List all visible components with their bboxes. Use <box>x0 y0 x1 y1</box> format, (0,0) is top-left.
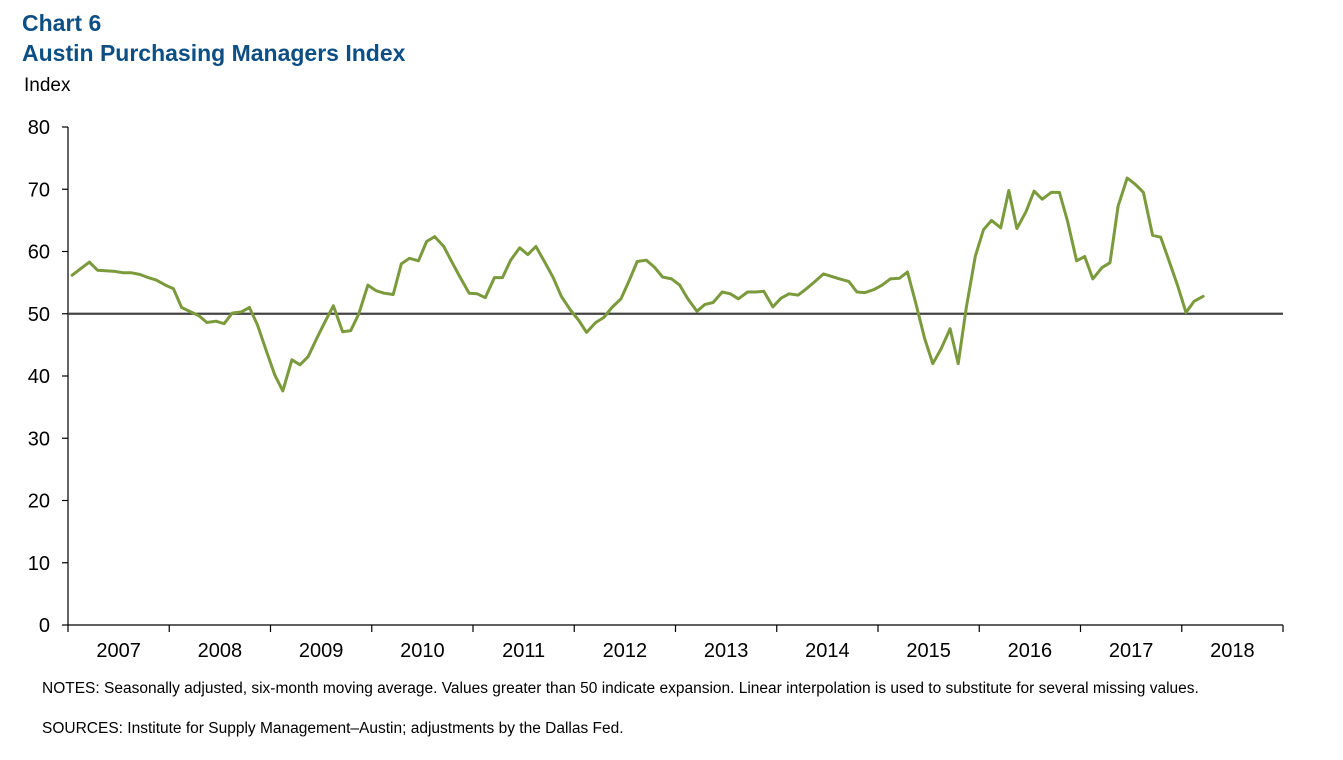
x-axis: 2007 2008 2009 2010 2011 2012 2013 2014 2015 2016… <box>67 624 1284 662</box>
y-tick-label: 30 <box>28 428 50 450</box>
chart-notes: NOTES: Seasonally adjusted, six-month mo… <box>42 680 1199 697</box>
x-tick-label: 2017 <box>1109 640 1154 662</box>
x-tick-label: 2010 <box>400 640 445 662</box>
y-tick-label: 0 <box>39 615 50 637</box>
x-tick-label: 2011 <box>502 640 545 662</box>
y-tick-label: 40 <box>28 366 50 388</box>
y-tick-label: 80 <box>28 117 50 139</box>
chart-sources: SOURCES: Institute for Supply Management… <box>42 720 624 737</box>
series-group <box>70 176 1205 393</box>
series-line <box>70 176 1205 393</box>
y-axis: 0 10 20 30 40 50 60 70 80 <box>28 117 69 637</box>
y-tick-label: 50 <box>28 304 50 326</box>
y-tick-label: 20 <box>28 491 50 513</box>
x-tick-label: 2016 <box>1008 640 1053 662</box>
y-tick-label: 70 <box>28 179 50 201</box>
x-tick-label: 2014 <box>805 640 850 662</box>
x-tick-label: 2008 <box>198 640 243 662</box>
x-tick-label: 2012 <box>603 640 648 662</box>
y-tick-label: 60 <box>28 242 50 264</box>
y-axis-label: Index <box>24 75 71 96</box>
y-tick-label: 10 <box>28 553 50 575</box>
x-tick-label: 2013 <box>704 640 749 662</box>
chart-title: Austin Purchasing Managers Index <box>22 40 406 66</box>
x-tick-label: 2007 <box>96 640 141 662</box>
x-tick-label: 2009 <box>299 640 344 662</box>
chart-number: Chart 6 <box>22 10 102 36</box>
x-tick-label: 2018 <box>1210 640 1255 662</box>
x-tick-label: 2015 <box>906 640 951 662</box>
